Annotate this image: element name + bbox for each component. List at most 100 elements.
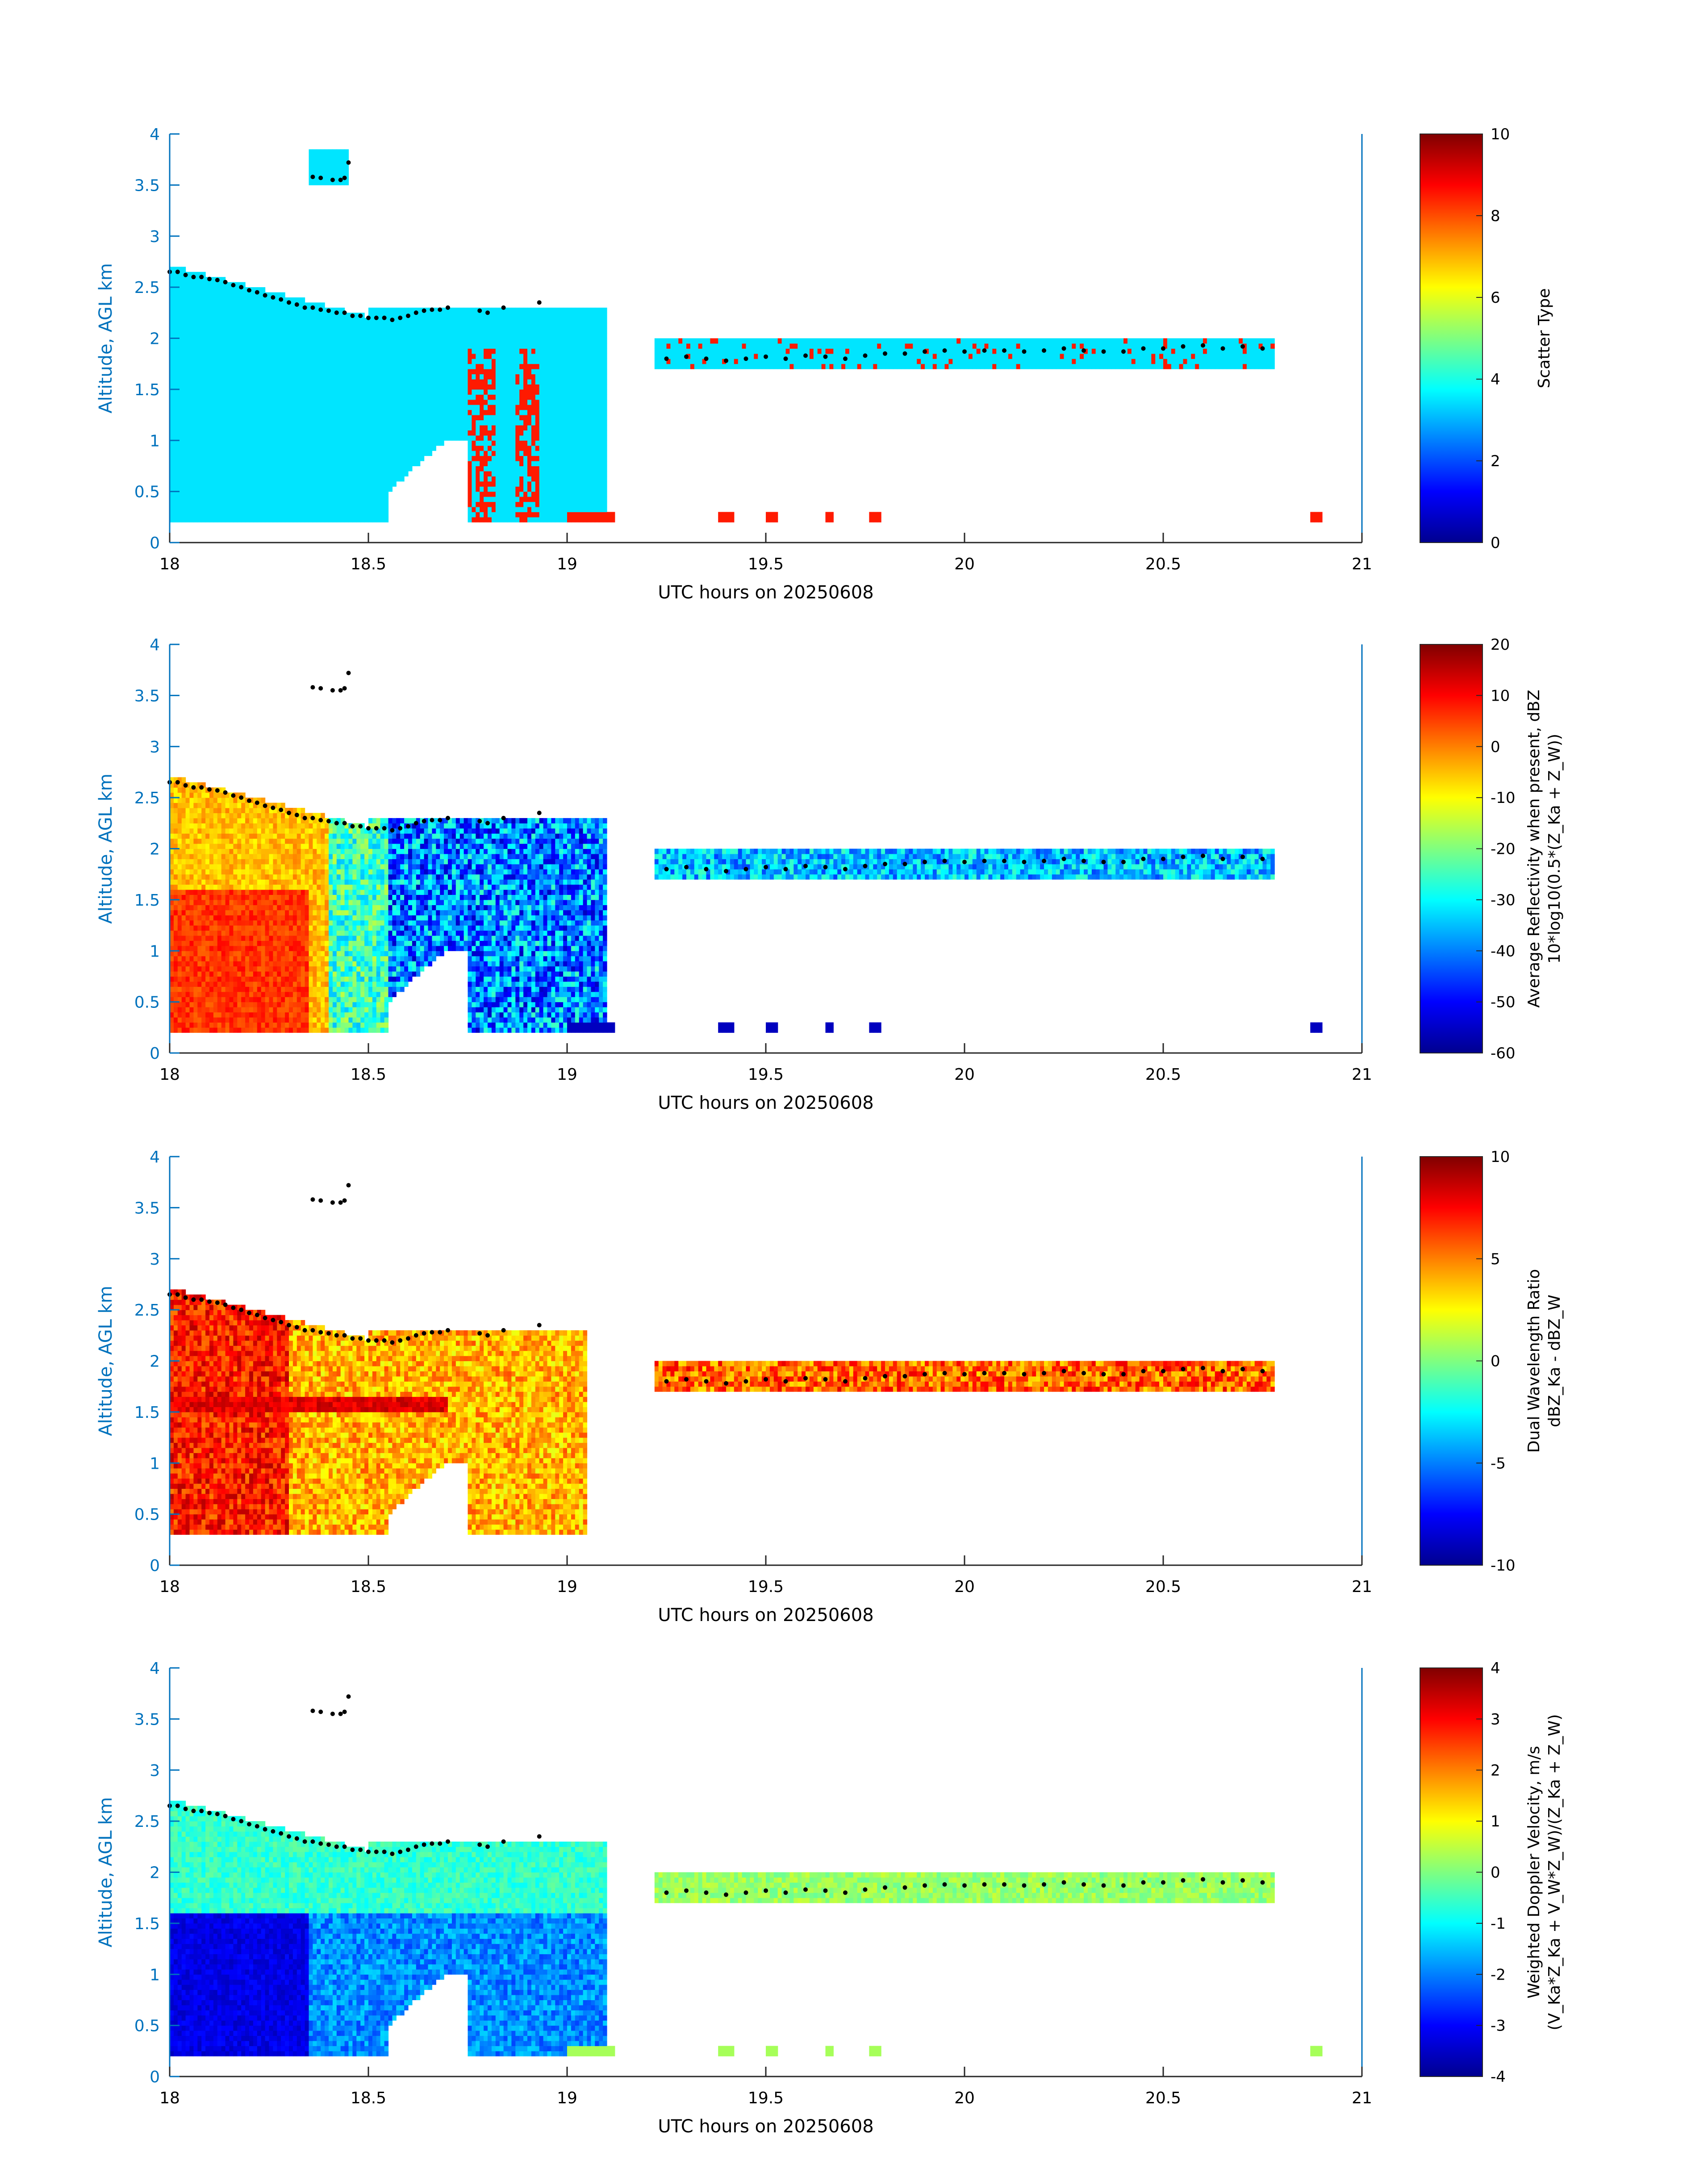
heatmap-cell <box>205 374 210 380</box>
heatmap-cell <box>603 430 607 435</box>
heatmap-cell <box>492 502 496 507</box>
heatmap-cell <box>527 374 532 380</box>
heatmap-cell <box>368 343 373 349</box>
heatmap-cell <box>372 308 377 313</box>
heatmap-cell <box>380 425 385 430</box>
heatmap-cell <box>595 405 599 410</box>
heatmap-cell <box>317 400 321 405</box>
heatmap-cell <box>396 425 401 430</box>
heatmap-cell <box>579 446 584 451</box>
heatmap-cell <box>293 461 297 466</box>
heatmap-cell <box>372 420 377 426</box>
heatmap-cell <box>452 420 456 426</box>
heatmap-cell <box>201 359 206 364</box>
heatmap-cell <box>277 359 281 364</box>
heatmap-cell <box>515 440 520 446</box>
heatmap-cell <box>464 425 468 430</box>
heatmap-cell <box>205 502 210 507</box>
heatmap-cell <box>197 456 202 461</box>
heatmap-cell <box>448 400 452 405</box>
heatmap-cell <box>480 481 484 487</box>
heatmap-cell <box>591 308 595 313</box>
heatmap-cell <box>273 420 277 426</box>
heatmap-cell <box>579 451 584 456</box>
heatmap-cell <box>659 359 663 364</box>
heatmap-cell <box>372 461 377 466</box>
heatmap-cell <box>277 374 281 380</box>
heatmap-cell <box>519 384 524 389</box>
heatmap-cell <box>285 308 289 313</box>
heatmap-cell <box>317 481 321 487</box>
heatmap-cell <box>500 415 504 420</box>
heatmap-cell <box>269 456 274 461</box>
heatmap-cell <box>356 323 361 328</box>
heatmap-cell <box>496 512 500 517</box>
heatmap-cell <box>293 502 297 507</box>
heatmap-cell <box>237 400 242 405</box>
heatmap-cell <box>535 420 540 426</box>
heatmap-cell <box>265 440 270 446</box>
heatmap-cell <box>190 502 194 507</box>
heatmap-cell <box>587 481 592 487</box>
heatmap-cell <box>186 359 190 364</box>
heatmap-cell <box>190 374 194 380</box>
heatmap-cell <box>360 517 365 522</box>
heatmap-cell <box>591 476 595 481</box>
heatmap-cell <box>587 415 592 420</box>
heatmap-cell <box>349 384 353 389</box>
heatmap-cell <box>289 405 293 410</box>
heatmap-cell <box>488 435 492 441</box>
heatmap-cell <box>178 512 182 517</box>
heatmap-cell <box>547 492 552 497</box>
heatmap-cell <box>190 400 194 405</box>
heatmap-cell <box>226 456 230 461</box>
heatmap-cell <box>174 492 178 497</box>
heatmap-cell <box>555 456 560 461</box>
heatmap-cell <box>579 308 584 313</box>
heatmap-cell <box>575 318 580 323</box>
heatmap-cell <box>205 333 210 338</box>
heatmap-cell <box>599 466 603 471</box>
heatmap-cell <box>317 348 321 354</box>
heatmap-cell <box>261 364 266 369</box>
heatmap-cell <box>190 379 194 384</box>
heatmap-cell <box>849 343 854 349</box>
heatmap-cell <box>237 308 242 313</box>
heatmap-cell <box>511 405 516 410</box>
heatmap-cell <box>182 420 186 426</box>
heatmap-cell <box>186 425 190 430</box>
heatmap-cell <box>249 348 254 354</box>
heatmap-cell <box>285 440 289 446</box>
heatmap-cell <box>309 446 313 451</box>
heatmap-cell <box>591 333 595 338</box>
heatmap-cell <box>508 389 512 395</box>
heatmap-cell <box>571 348 576 354</box>
heatmap-cell <box>527 512 532 517</box>
heatmap-cell <box>583 410 588 415</box>
heatmap-cell <box>174 471 178 476</box>
heatmap-cell <box>261 456 266 461</box>
heatmap-cell <box>241 379 246 384</box>
heatmap-cell <box>583 318 588 323</box>
heatmap-cell <box>226 313 230 318</box>
heatmap-cell <box>190 425 194 430</box>
heatmap-cell <box>670 359 675 364</box>
heatmap-cell <box>182 379 186 384</box>
heatmap-cell <box>480 400 484 405</box>
heatmap-cell <box>281 461 285 466</box>
heatmap-cell <box>889 364 894 369</box>
heatmap-cell <box>539 461 544 466</box>
heatmap-cell <box>476 374 480 380</box>
heatmap-cell <box>484 461 488 466</box>
heatmap-cell <box>289 374 293 380</box>
heatmap-cell <box>305 410 309 415</box>
heatmap-cell <box>309 410 313 415</box>
heatmap-cell <box>384 451 389 456</box>
heatmap-cell <box>432 343 436 349</box>
heatmap-cell <box>559 338 564 344</box>
heatmap-cell <box>186 486 190 492</box>
heatmap-cell <box>237 297 242 303</box>
heatmap-cell <box>480 405 484 410</box>
heatmap-cell <box>301 451 305 456</box>
heatmap-cell <box>488 446 492 451</box>
